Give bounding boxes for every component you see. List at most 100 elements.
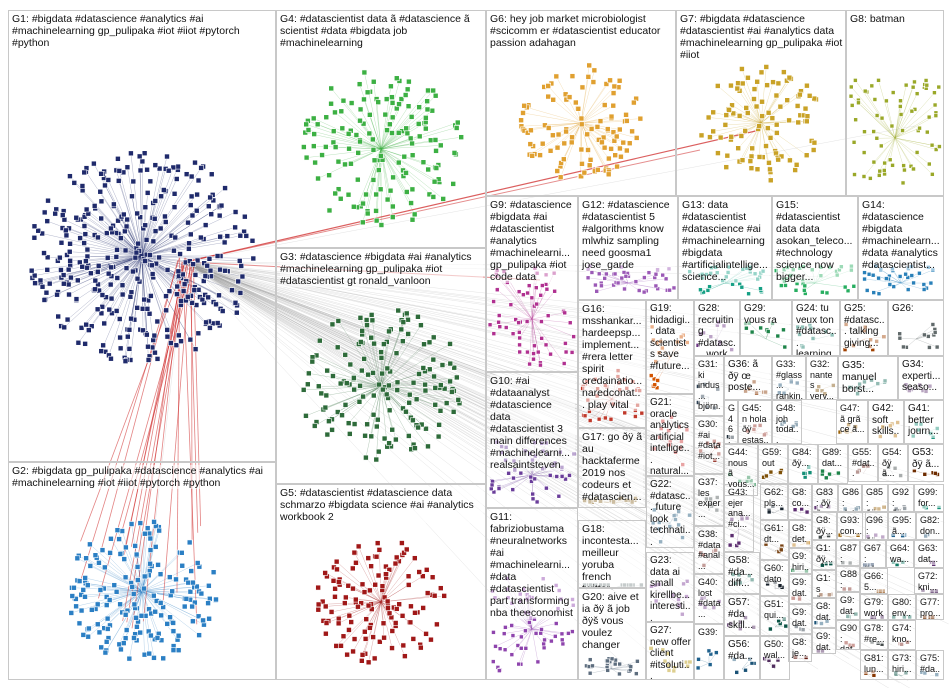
graph-edge (531, 318, 541, 363)
group-label-g83: G83: ðÿ ã... (816, 487, 835, 511)
graph-edge (498, 474, 533, 489)
group-label-g58: G58: #da... diff... (728, 555, 757, 590)
graph-edge (894, 137, 933, 146)
graph-edge (851, 86, 896, 139)
group-box-g15: G15: #datascientist data data asokan_tel… (772, 196, 858, 300)
group-label-g9b: G9: hiri... (792, 551, 809, 573)
graph-edge (760, 80, 788, 124)
graph-edge (894, 81, 915, 139)
graph-edge (886, 100, 896, 139)
graph-edge (100, 589, 143, 592)
graph-edge (184, 261, 718, 442)
graph-node (73, 214, 80, 221)
graph-edge (40, 255, 143, 281)
group-box-g1b: G1: ðÿ... (812, 540, 836, 570)
graph-edge (580, 122, 620, 130)
group-label-g16: G16: msshankar... hardeepsp... implement… (582, 303, 643, 411)
group-box-g45: G45: n hola ðÿ estas... (738, 400, 772, 444)
graph-edge (369, 114, 382, 150)
group-label-g46: G46: tutte nostr... (728, 403, 735, 443)
group-label-g78: G78: #re... (864, 623, 885, 644)
group-box-g1: G1: #bigdata #datascience #analytics #ai… (8, 10, 276, 462)
group-box-g14: G14: #datascience #bigdata #machinelearn… (858, 196, 944, 300)
group-label-g80: G80: env... (892, 597, 913, 619)
graph-edge (873, 282, 902, 293)
graph-edge (141, 590, 150, 654)
graph-node (77, 235, 83, 241)
graph-edge (547, 85, 582, 124)
group-label-g13: G13: data #datascientist #datascience #a… (682, 199, 769, 283)
group-label-g79: G79: work (864, 597, 885, 618)
graph-edge (141, 582, 193, 592)
group-label-g41: G41: better journ... (908, 403, 941, 438)
graph-edge (858, 102, 896, 139)
graph-edge (380, 145, 441, 150)
graph-edge (68, 228, 143, 257)
group-box-g9f: G9: dat... (836, 592, 860, 620)
graph-edge (104, 590, 143, 629)
group-box-g59: G59: out (758, 444, 788, 484)
graph-edge (358, 343, 382, 387)
graph-edge (83, 590, 143, 636)
group-label-g12: G12: #datascience #datascientist 5 #algo… (582, 199, 675, 271)
graph-edge (580, 116, 612, 124)
group-label-g4: G4: #datascientist data ã #datascience ã… (280, 13, 483, 49)
graph-edge (141, 533, 146, 592)
graph-edge (141, 587, 195, 592)
graph-edge (360, 109, 382, 150)
graph-node (150, 238, 157, 245)
group-box-g42: G42: soft skills... (868, 400, 904, 444)
group-label-g74: G74: kno... (892, 623, 913, 649)
group-label-g44: G44: nous ã vous... (728, 447, 755, 489)
graph-edge (380, 143, 413, 150)
graph-edge (380, 601, 384, 624)
group-label-g89: G89: dat... (822, 447, 845, 468)
graph-node (119, 291, 126, 298)
graph-node (216, 212, 223, 219)
graph-edge (560, 122, 582, 178)
graph-edge (380, 136, 462, 150)
graph-edge (900, 282, 925, 290)
graph-edge (87, 584, 143, 592)
graph-edge (580, 117, 612, 124)
graph-edge (858, 99, 896, 139)
group-label-g3: G3: #datascience #bigdata #ai #analytics… (280, 251, 483, 287)
graph-edge (184, 261, 662, 441)
graph-edge (531, 318, 565, 364)
graph-edge (524, 122, 582, 131)
graph-edge (380, 385, 447, 404)
graph-node (185, 219, 191, 226)
group-box-g9c: G9: dat... (788, 574, 812, 604)
graph-edge (184, 261, 661, 663)
group-box-g12: G12: #datascience #datascientist 5 #algo… (578, 196, 678, 300)
graph-edge (380, 148, 435, 182)
graph-edge (380, 138, 411, 150)
group-label-g90: G90: dat... (840, 623, 857, 649)
graph-node (67, 240, 73, 247)
graph-edge (116, 590, 143, 593)
group-label-g40: G40: lost #data... (698, 577, 721, 619)
graph-edge (84, 216, 143, 257)
graph-node (130, 268, 136, 275)
graph-edge (65, 230, 143, 257)
group-label-g42: G42: soft skills... (872, 403, 901, 443)
graph-edge (40, 255, 143, 284)
graph-edge (708, 117, 762, 124)
graph-edge (64, 219, 143, 257)
graph-edge (141, 204, 191, 257)
graph-edge (517, 628, 533, 646)
graph-edge (894, 137, 933, 175)
group-box-g50: G50: wal... (760, 636, 790, 680)
group-label-g17: G17: go ðÿ ã au hacktaferme 2019 nos cod… (582, 431, 643, 503)
group-box-g9d: G9: dat... (788, 604, 812, 634)
group-box-g30: G30: #ai #data #iot... (694, 416, 724, 474)
group-label-g35: G35: manuel borst... (842, 359, 895, 395)
graph-edge (141, 206, 220, 257)
group-label-g33: G33: #glass... rankin... (776, 359, 803, 399)
group-box-g63: G63: dat... (914, 540, 944, 568)
graph-edge (141, 255, 211, 271)
graph-edge (316, 355, 382, 387)
group-label-g85: G85: ðÿ... (866, 487, 885, 511)
group-box-g23: G23: data ai small kirellbe... interesti… (646, 552, 694, 622)
graph-edge (894, 127, 920, 139)
